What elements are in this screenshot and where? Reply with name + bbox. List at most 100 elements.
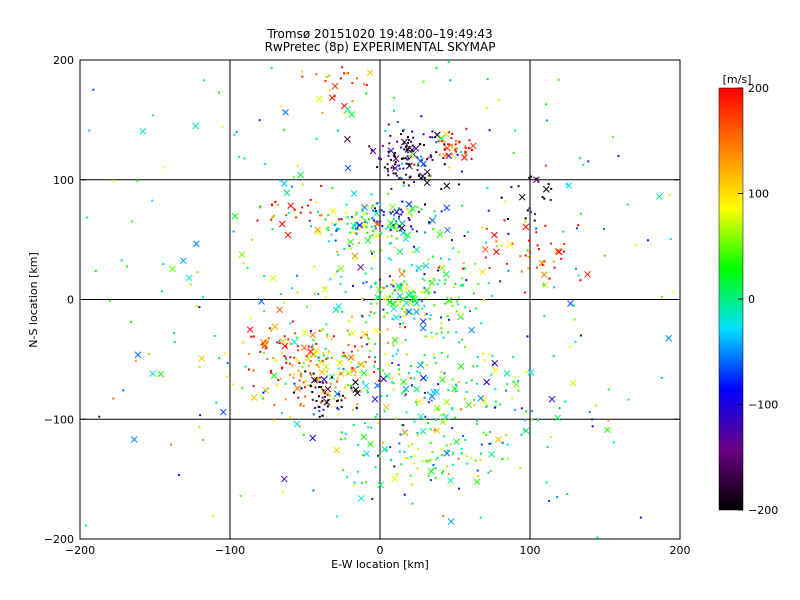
scatter-point (403, 297, 406, 300)
scatter-point (360, 336, 363, 339)
scatter-point (84, 524, 87, 527)
scatter-point (480, 452, 483, 455)
scatter-point (443, 372, 446, 375)
scatter-point (434, 136, 437, 139)
scatter-point (273, 214, 276, 217)
scatter-point-x-stroke (287, 202, 295, 210)
scatter-point (627, 398, 630, 401)
scatter-point-x-stroke (309, 331, 317, 339)
scatter-point-x-stroke (443, 398, 451, 406)
scatter-point (473, 404, 476, 407)
scatter-point-x (408, 151, 416, 159)
scatter-point (476, 356, 479, 359)
scatter-point (464, 151, 467, 154)
scatter-point-x (149, 370, 156, 377)
scatter-point (474, 262, 477, 265)
scatter-point (248, 368, 251, 371)
scatter-point (296, 345, 299, 348)
y-tick-label: −100 (44, 413, 74, 426)
scatter-point-x-stroke (157, 370, 165, 378)
scatter-point-x-stroke (433, 404, 441, 412)
scatter-point (385, 285, 388, 288)
scatter-point-x (344, 106, 351, 113)
scatter-point-x (316, 95, 323, 103)
scatter-point (451, 408, 454, 411)
scatter-point-x-stroke (356, 221, 363, 229)
scatter-point-x (428, 467, 435, 475)
scatter-point (444, 302, 447, 305)
scatter-point (338, 219, 341, 222)
scatter-point-x (465, 401, 473, 409)
scatter-point (544, 103, 547, 106)
scatter-point (450, 144, 453, 147)
scatter-point (313, 292, 316, 295)
scatter-point (328, 89, 331, 92)
scatter-point (402, 128, 405, 131)
scatter-point (242, 262, 245, 265)
scatter-point (398, 373, 401, 376)
scatter-point (440, 210, 443, 213)
scatter-point-x (262, 340, 269, 347)
scatter-point (485, 107, 488, 110)
scatter-point (407, 211, 410, 214)
scatter-point (451, 406, 454, 409)
scatter-point-x-stroke (169, 265, 176, 273)
scatter-point-x-stroke (656, 193, 663, 200)
scatter-point (403, 493, 406, 496)
scatter-point (415, 230, 418, 233)
scatter-point (487, 471, 490, 474)
scatter-point-x (393, 314, 400, 321)
scatter-point (268, 327, 271, 330)
scatter-point (504, 200, 507, 203)
scatter-point (517, 185, 520, 188)
scatter-point-x-stroke (404, 146, 412, 153)
scatter-point (336, 250, 339, 253)
scatter-point-x (478, 268, 486, 276)
scatter-point-x-stroke (357, 495, 365, 502)
scatter-point (499, 280, 502, 283)
scatter-point (490, 294, 493, 297)
scatter-point (325, 370, 328, 373)
scatter-point-x (411, 295, 419, 303)
scatter-point (333, 224, 336, 227)
scatter-point (302, 433, 305, 436)
scatter-point (401, 283, 404, 286)
scatter-point (424, 231, 427, 234)
scatter-point-x (438, 134, 445, 142)
scatter-point (345, 476, 348, 479)
scatter-point (293, 208, 296, 211)
scatter-point (196, 271, 199, 274)
scatter-point (473, 292, 476, 295)
scatter-point (301, 183, 304, 186)
scatter-point (479, 458, 482, 461)
scatter-point (439, 257, 442, 260)
scatter-point (289, 342, 292, 345)
scatter-point (400, 307, 403, 310)
scatter-point-x-stroke (360, 222, 367, 230)
scatter-point (416, 156, 419, 159)
scatter-point-x-stroke (433, 427, 441, 434)
scatter-point (413, 163, 416, 166)
scatter-point (403, 390, 406, 393)
scatter-point-x (373, 232, 381, 240)
scatter-point (393, 226, 396, 229)
scatter-point (454, 143, 457, 146)
scatter-point (297, 369, 300, 372)
scatter-point-x-stroke (381, 446, 389, 453)
scatter-point (440, 448, 443, 451)
scatter-point-x (380, 375, 387, 383)
scatter-point (416, 269, 419, 272)
scatter-point (423, 164, 426, 167)
scatter-point (360, 345, 363, 348)
scatter-point (320, 385, 323, 388)
scatter-point (443, 148, 446, 151)
scatter-point-x-stroke (420, 374, 427, 382)
scatter-point (309, 360, 312, 363)
scatter-point-x-stroke (316, 95, 323, 103)
scatter-point (416, 206, 419, 209)
scatter-point (412, 136, 415, 139)
scatter-point (324, 218, 327, 221)
scatter-point-x (438, 264, 446, 272)
scatter-point (461, 338, 464, 341)
scatter-point (249, 317, 252, 320)
